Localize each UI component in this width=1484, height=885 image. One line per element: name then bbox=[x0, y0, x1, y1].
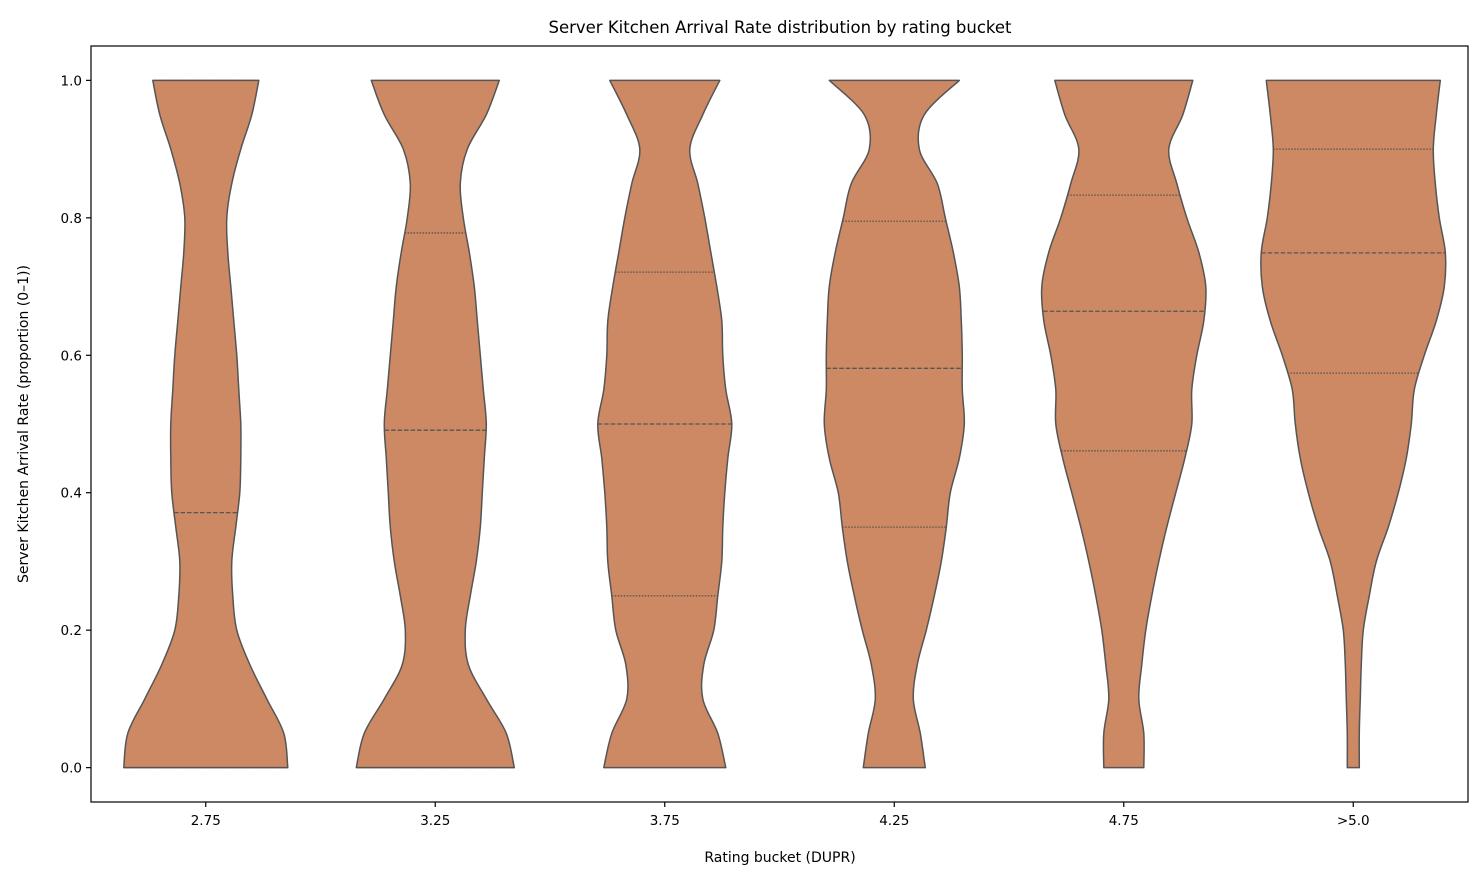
violin-2.75 bbox=[123, 79, 289, 769]
x-axis-label: Rating bucket (DUPR) bbox=[704, 850, 855, 866]
y-tick-label: 0.0 bbox=[61, 761, 82, 777]
violins-group bbox=[123, 79, 1447, 769]
y-axis-label: Server Kitchen Arrival Rate (proportion … bbox=[16, 265, 32, 583]
x-tick-label: 3.75 bbox=[650, 813, 680, 829]
x-tick-label: 3.25 bbox=[420, 813, 450, 829]
violin-3.75 bbox=[597, 79, 733, 769]
violin-body bbox=[123, 79, 289, 769]
chart-title: Server Kitchen Arrival Rate distribution… bbox=[548, 18, 1012, 37]
y-tick-label: 0.2 bbox=[61, 623, 82, 639]
y-tick-label: 0.4 bbox=[61, 486, 82, 502]
violin-4.75 bbox=[1040, 79, 1207, 769]
plot-frame bbox=[90, 45, 1469, 803]
y-tick-label: 0.8 bbox=[61, 211, 82, 227]
y-axis: 0.0 0.2 0.4 0.6 0.8 1.0 bbox=[61, 73, 91, 777]
violin-4.25 bbox=[823, 79, 966, 769]
x-axis: 2.75 3.25 3.75 4.25 4.75 >5.0 bbox=[191, 802, 1370, 829]
violin-body bbox=[1040, 79, 1207, 769]
x-tick-label: >5.0 bbox=[1337, 813, 1370, 829]
violin->5.0 bbox=[1260, 79, 1447, 769]
violin-body bbox=[1260, 79, 1447, 769]
violin-body bbox=[355, 79, 516, 769]
x-tick-label: 2.75 bbox=[191, 813, 221, 829]
x-tick-label: 4.75 bbox=[1109, 813, 1139, 829]
violin-body bbox=[823, 79, 966, 769]
y-tick-label: 0.6 bbox=[61, 348, 82, 364]
violin-3.25 bbox=[355, 79, 516, 769]
y-tick-label: 1.0 bbox=[61, 73, 82, 89]
x-tick-label: 4.25 bbox=[879, 813, 909, 829]
